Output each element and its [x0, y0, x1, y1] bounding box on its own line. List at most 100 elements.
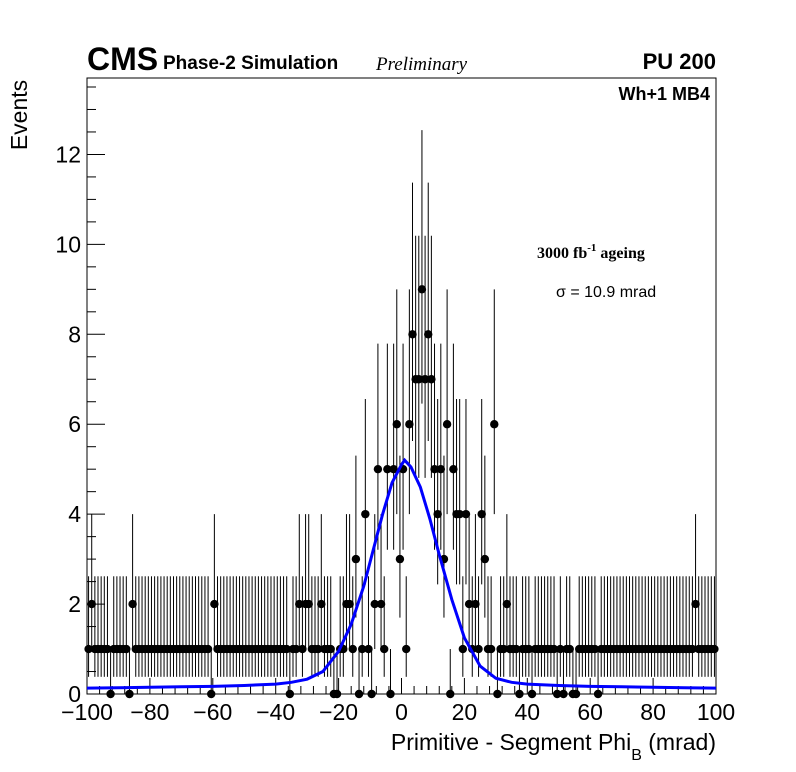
data-marker — [405, 420, 414, 429]
x-axis-label: Primitive - Segment PhiB (mrad) — [391, 729, 716, 764]
data-point — [291, 576, 301, 677]
data-marker — [357, 644, 367, 654]
data-point — [285, 649, 295, 699]
data-marker — [490, 420, 499, 429]
data-marker — [593, 689, 603, 699]
axis-ticks: −100 −80 −60 −40 −20 0 20 40 60 80 100 0 2 4 6 8 10 12 — [55, 86, 735, 725]
y-tick-label: 12 — [55, 141, 81, 167]
x-tick-label: 100 — [697, 699, 735, 725]
data-point — [298, 576, 307, 677]
data-point — [402, 576, 411, 677]
data-point — [499, 576, 508, 677]
data-marker — [106, 689, 115, 699]
data-point — [380, 576, 389, 677]
data-point — [348, 576, 357, 677]
data-marker — [408, 330, 417, 339]
data-marker — [502, 599, 512, 609]
data-point — [414, 235, 423, 478]
data-point — [524, 576, 534, 677]
gaussian-fit-line — [86, 457, 717, 690]
data-point — [373, 343, 383, 550]
plot-frame — [86, 77, 717, 695]
data-marker — [383, 464, 392, 474]
data-point — [210, 514, 219, 650]
data-point — [474, 576, 483, 677]
x-tick-label: −60 — [193, 699, 232, 725]
data-point — [383, 343, 392, 550]
data-marker — [436, 464, 446, 474]
data-points — [84, 130, 719, 699]
data-point — [417, 130, 427, 404]
data-marker — [527, 689, 537, 699]
data-marker — [402, 644, 411, 654]
data-marker — [345, 599, 354, 609]
sigma-symbol: σ — [556, 284, 566, 301]
data-point — [512, 576, 521, 677]
data-marker — [515, 689, 524, 699]
ageing-sup: -1 — [587, 242, 596, 254]
data-point — [464, 514, 474, 650]
data-point — [590, 576, 600, 677]
data-point — [442, 289, 452, 515]
y-tick-label: 4 — [68, 501, 81, 527]
x-axis-label-sub: B — [631, 747, 642, 764]
data-marker — [295, 599, 304, 609]
data-point — [446, 649, 455, 699]
data-point — [527, 649, 537, 699]
data-marker — [373, 464, 383, 474]
data-marker — [427, 375, 436, 384]
data-marker — [414, 375, 423, 384]
data-marker — [326, 644, 335, 654]
data-marker — [128, 599, 137, 609]
data-point — [405, 289, 414, 515]
x-tick-label: −40 — [256, 699, 295, 725]
data-marker — [122, 644, 131, 654]
data-marker — [474, 644, 483, 654]
data-marker — [477, 509, 486, 519]
x-tick-label: 80 — [640, 699, 666, 725]
ageing-tail: ageing — [596, 245, 644, 262]
data-point — [128, 514, 137, 650]
data-point — [364, 576, 373, 677]
data-marker — [203, 644, 213, 654]
data-point — [420, 235, 430, 478]
data-marker — [332, 689, 342, 699]
data-point — [84, 576, 93, 677]
data-point — [389, 343, 398, 550]
data-marker — [125, 689, 134, 699]
data-marker — [420, 375, 430, 384]
data-point — [313, 576, 323, 677]
data-marker — [282, 644, 291, 654]
data-point — [395, 455, 405, 618]
ageing-label: 3000 fb-1 ageing — [537, 242, 645, 262]
ageing-main: 3000 fb — [537, 245, 587, 262]
pileup-label: PU 200 — [643, 49, 716, 74]
data-point — [480, 455, 490, 618]
data-marker — [392, 420, 401, 429]
data-marker — [446, 689, 455, 699]
data-point — [354, 649, 364, 699]
x-tick-label: −80 — [130, 699, 169, 725]
data-point — [436, 343, 446, 550]
y-tick-label: 2 — [68, 591, 81, 617]
phase2-simulation-label: Phase-2 Simulation — [163, 53, 338, 74]
data-marker — [571, 689, 581, 699]
data-marker — [552, 689, 562, 699]
data-marker — [285, 689, 295, 699]
data-marker — [87, 599, 96, 609]
x-tick-label: 40 — [515, 699, 541, 725]
data-point — [471, 514, 480, 650]
data-marker — [364, 644, 373, 654]
data-point — [565, 576, 574, 677]
x-tick-label: −20 — [319, 699, 358, 725]
data-point — [691, 514, 700, 650]
data-marker — [313, 644, 323, 654]
data-marker — [442, 420, 452, 429]
data-point — [408, 182, 417, 441]
sigma-label: σ = 10.9 mrad — [556, 284, 656, 301]
sigma-text: = 10.9 mrad — [566, 284, 656, 301]
x-tick-label: 60 — [577, 699, 603, 725]
data-point — [458, 576, 468, 677]
data-marker — [424, 330, 433, 339]
